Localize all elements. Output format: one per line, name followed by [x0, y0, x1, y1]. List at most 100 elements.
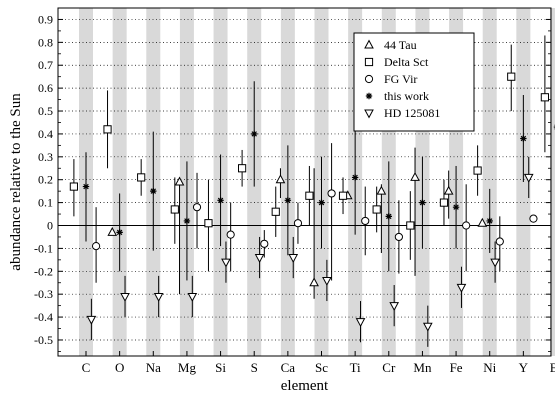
point-hd-125081-ni — [490, 258, 500, 268]
y-tick-label-10: 0.5 — [38, 104, 53, 118]
point-hd-125081-s — [254, 254, 265, 264]
point-delta-sct-ca — [271, 207, 280, 216]
y-tick-label-12: 0.7 — [38, 58, 53, 72]
point-fg-vir-ni — [495, 237, 504, 246]
point-hd-125081-c — [86, 315, 97, 325]
point-fg-vir-c — [91, 242, 101, 251]
point-hd-125081-si — [221, 258, 231, 268]
point-hd-125081-o — [120, 292, 130, 302]
point-fg-vir-si — [226, 230, 235, 239]
point-44-tau-mn — [410, 171, 420, 181]
point-hd-125081-ti — [355, 318, 366, 328]
point-delta-sct-ti — [338, 191, 348, 200]
legend-label-44-tau: 44 Tau — [384, 38, 417, 52]
point-fg-vir-ti — [361, 216, 370, 226]
plot-frame — [57, 7, 552, 357]
legend-marker-fg-vir — [364, 74, 374, 84]
point-hd-125081-na — [153, 292, 164, 302]
point-fg-vir-sc — [327, 189, 336, 198]
point-this-work-cr — [385, 213, 392, 220]
point-44-tau-mg — [174, 176, 185, 186]
point-delta-sct-ba — [540, 93, 549, 102]
x-tick-label-sc: Sc — [315, 360, 328, 375]
point-hd-125081-mg — [187, 292, 198, 302]
x-tick-label-mg: Mg — [178, 360, 197, 375]
point-delta-sct-s — [238, 164, 247, 173]
point-44-tau-cr — [376, 185, 387, 195]
x-tick-label-o: O — [115, 360, 124, 375]
x-tick-label-c: C — [82, 360, 91, 375]
legend-label-this-work: this work — [384, 89, 429, 103]
x-tick-label-cr: Cr — [382, 360, 396, 375]
point-hd-125081-fe — [456, 283, 467, 293]
x-tick-label-si: Si — [215, 360, 226, 375]
y-tick-label-5: 0 — [47, 219, 53, 233]
point-delta-sct-c — [69, 182, 78, 191]
point-this-work-y — [520, 135, 527, 142]
point-44-tau-fe — [443, 185, 454, 195]
point-this-work-ni — [486, 217, 493, 225]
point-44-tau-ca — [275, 174, 286, 184]
point-44-tau-ni — [477, 217, 488, 227]
x-tick-label-na: Na — [146, 360, 161, 375]
legend-label-fg-vir: FG Vir — [384, 72, 417, 86]
legend-box — [353, 32, 475, 132]
point-this-work-sc — [318, 199, 325, 206]
y-axis-label: abundance relative to the Sun — [8, 93, 24, 271]
legend-marker-44-tau — [364, 39, 374, 49]
y-tick-label-13: 0.8 — [38, 35, 53, 49]
point-this-work-na — [150, 187, 157, 195]
y-tick-label-3: -0.2 — [34, 264, 53, 278]
point-hd-125081-ca — [288, 254, 299, 264]
y-tick-label-7: 0.2 — [38, 173, 53, 187]
point-delta-sct-mg — [170, 205, 179, 214]
legend-label-hd-125081: HD 125081 — [384, 106, 440, 120]
point-this-work-fe — [452, 203, 460, 211]
point-delta-sct-fe — [439, 198, 449, 207]
point-delta-sct-y — [507, 72, 516, 81]
point-hd-125081-sc — [322, 276, 332, 286]
x-axis-label: element — [281, 378, 329, 394]
x-tick-label-y: Y — [519, 360, 529, 375]
point-delta-sct-cr — [372, 205, 381, 214]
band-o — [112, 8, 127, 356]
y-tick-label-8: 0.3 — [38, 150, 53, 164]
y-tick-label-14: 0.9 — [38, 12, 53, 26]
point-fg-vir-cr — [394, 232, 403, 242]
y-tick-label-1: -0.4 — [34, 310, 53, 324]
point-44-tau-o — [107, 226, 118, 236]
y-tick-label-4: -0.1 — [34, 241, 53, 255]
point-delta-sct-sc — [305, 191, 314, 200]
point-this-work-si — [217, 197, 224, 204]
point-hd-125081-y — [523, 173, 534, 183]
point-fg-vir-mg — [192, 203, 202, 212]
point-fg-vir-ca — [293, 219, 303, 228]
point-fg-vir-y — [529, 214, 538, 223]
point-hd-125081-mn — [422, 322, 433, 332]
point-delta-sct-na — [137, 173, 146, 182]
point-this-work-s — [251, 130, 258, 138]
y-tick-label-0: -0.5 — [34, 333, 53, 347]
point-this-work-mn — [419, 199, 426, 206]
x-tick-label-s: S — [251, 360, 258, 375]
point-delta-sct-o — [103, 125, 112, 134]
point-44-tau-sc — [309, 277, 319, 287]
x-tick-label-fe: Fe — [450, 360, 463, 375]
point-this-work-c — [82, 183, 90, 190]
point-this-work-mg — [183, 217, 191, 225]
point-fg-vir-s — [260, 239, 269, 248]
y-tick-label-9: 0.4 — [38, 127, 53, 141]
point-delta-sct-ni — [473, 166, 482, 175]
x-tick-label-ni: Ni — [483, 360, 496, 375]
point-fg-vir-fe — [462, 221, 471, 230]
point-hd-125081-cr — [389, 302, 400, 312]
band-ba — [550, 8, 555, 356]
band-ni — [482, 8, 497, 356]
point-delta-sct-mn — [406, 221, 415, 230]
point-this-work-ca — [284, 197, 292, 204]
x-tick-label-ba: Ba — [550, 360, 555, 375]
point-this-work-o — [116, 229, 123, 236]
legend-marker-delta-sct — [364, 57, 374, 67]
